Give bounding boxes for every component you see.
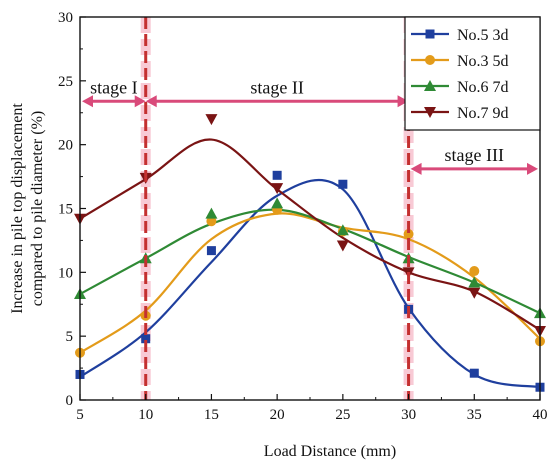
data-point [205,114,218,126]
data-point [336,224,349,236]
legend-label: No.6 7d [457,79,509,96]
fit-curve-3 [79,208,541,315]
data-point [272,170,282,180]
y-axis-title: Increase in pile top displacement compare… [9,103,46,314]
fit-curve-4 [79,138,541,331]
data-point [469,368,479,378]
y-tick-label: 10 [58,265,73,281]
data-point [338,179,348,189]
x-tick-label: 25 [335,407,350,423]
legend-label: No.5 3d [457,27,509,44]
fit-curve-1 [79,178,541,389]
x-tick-label: 30 [401,407,416,423]
y-axis-title-line: Increase in pile top displacement [9,103,26,314]
legend-label: No.7 9d [457,105,509,122]
y-axis-title-line: compared to pile diameter (%) [29,111,46,306]
stage-arrow-head-left [145,95,157,108]
y-tick-label: 30 [58,10,73,26]
stage-label: stage I [90,77,137,97]
x-axis-title: Load Distance (mm) [264,443,396,460]
legend: No.5 3d No.3 5d No.6 7d No.7 9d [404,16,541,131]
fit-curve-2 [79,212,541,354]
stage-arrow-head-left [410,162,422,175]
data-point [336,240,349,252]
stage-label: stage III [445,145,504,165]
stage-label: stage II [250,77,303,97]
x-tick-label: 10 [138,407,153,423]
data-point [206,216,217,227]
y-tick-label: 0 [66,393,74,409]
x-tick-label: 35 [467,407,482,423]
legend-label: No.3 5d [457,53,509,70]
stage-arrow-head-left [82,95,93,108]
legend-marker [425,55,435,65]
fit-curves-layer [79,138,541,389]
data-point [403,229,414,240]
x-tick-label: 5 [76,407,84,423]
data-point [469,266,480,277]
legend-marker [424,107,436,118]
stage-annotations-layer: stage I stage II stage III [82,77,538,175]
y-tick-label: 15 [58,202,73,218]
data-point [468,287,481,299]
legend-marker [424,80,436,91]
stage-arrow-head-right [527,162,538,175]
y-tick-label: 5 [66,329,74,345]
data-point [271,197,284,209]
x-tick-label: 20 [270,407,285,423]
legend-marker [425,29,435,39]
stage-arrow-head-right [397,95,409,108]
data-point [271,183,284,195]
data-point [468,276,481,288]
y-tick-label: 25 [58,74,73,90]
x-tick-label: 15 [204,407,219,423]
data-point [141,334,151,344]
y-tick-label: 20 [58,138,73,154]
x-tick-label: 40 [533,407,548,423]
data-point [206,246,216,256]
stage-arrow-head-right [134,95,146,108]
stage-divider-lines-layer [144,17,411,400]
data-point [205,207,218,219]
